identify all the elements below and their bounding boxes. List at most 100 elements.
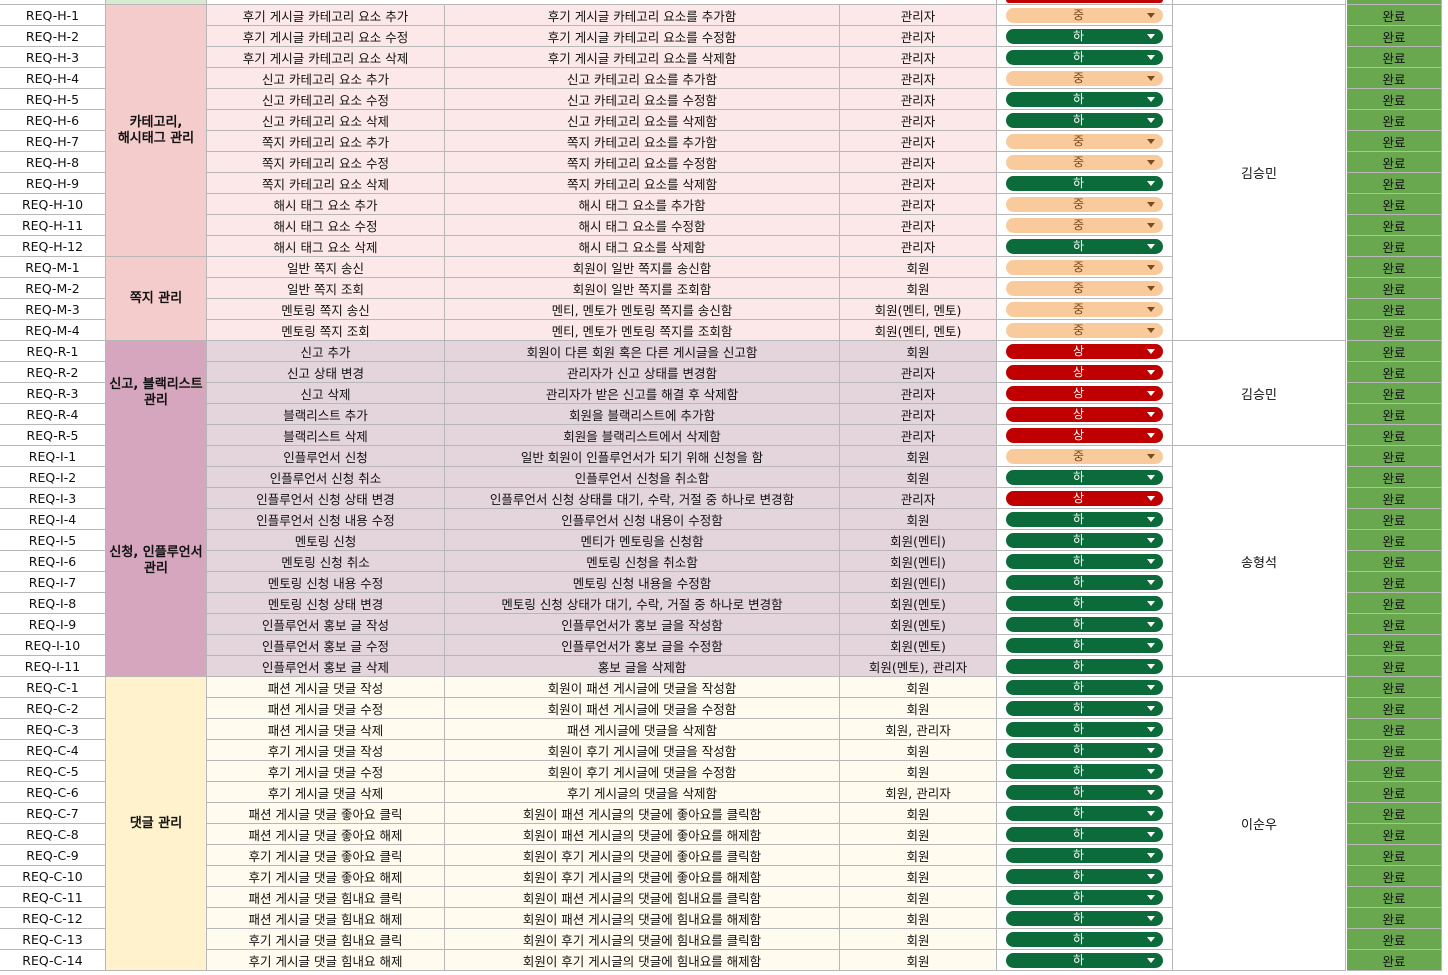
dropdown-arrow-icon[interactable]: [1147, 348, 1155, 354]
function-name-cell[interactable]: 후기 게시글 댓글 좋아요 해제: [207, 866, 445, 887]
dropdown-arrow-icon[interactable]: [1147, 96, 1155, 102]
function-name-cell[interactable]: 해시 태그 요소 수정: [207, 215, 445, 236]
description-cell[interactable]: 회원이 후기 게시글의 댓글에 좋아요를 클릭함: [445, 845, 840, 866]
function-name-cell[interactable]: 해시 태그 요소 추가: [207, 194, 445, 215]
status-cell[interactable]: 완료: [1347, 5, 1442, 26]
req-id-cell[interactable]: REQ-C-4: [0, 740, 106, 761]
req-id-cell[interactable]: REQ-R-4: [0, 404, 106, 425]
actor-cell[interactable]: 회원: [840, 257, 997, 278]
function-name-cell[interactable]: 멘토링 신청: [207, 530, 445, 551]
category-group-cell[interactable]: 쪽지 관리: [106, 257, 207, 341]
priority-dropdown[interactable]: 상: [1006, 364, 1163, 380]
priority-dropdown[interactable]: 상: [1006, 385, 1163, 401]
priority-cell[interactable]: 중: [997, 131, 1173, 152]
dropdown-arrow-icon[interactable]: [1147, 180, 1155, 186]
dropdown-arrow-icon[interactable]: [1147, 411, 1155, 417]
req-id-cell[interactable]: REQ-I-1: [0, 446, 106, 467]
function-name-cell[interactable]: 패션 게시글 댓글 좋아요 클릭: [207, 803, 445, 824]
status-cell[interactable]: 완료: [1347, 593, 1442, 614]
req-id-cell[interactable]: REQ-R-2: [0, 362, 106, 383]
req-id-cell[interactable]: REQ-R-3: [0, 383, 106, 404]
description-cell[interactable]: 해시 태그 요소를 수정함: [445, 215, 840, 236]
priority-dropdown[interactable]: 중: [1006, 196, 1163, 212]
actor-cell[interactable]: 관리자: [840, 110, 997, 131]
description-cell[interactable]: 회원이 다른 회원 혹은 다른 게시글을 신고함: [445, 341, 840, 362]
dropdown-arrow-icon[interactable]: [1147, 642, 1155, 648]
description-cell[interactable]: 쪽지 카테고리 요소를 추가함: [445, 131, 840, 152]
priority-dropdown[interactable]: 상: [1006, 490, 1163, 506]
function-name-cell[interactable]: 패션 게시글 댓글 작성: [207, 677, 445, 698]
description-cell[interactable]: 회원이 후기 게시글의 댓글에 힘내요를 클릭함: [445, 929, 840, 950]
priority-cell[interactable]: 하: [997, 824, 1173, 845]
actor-cell[interactable]: 회원: [840, 866, 997, 887]
priority-dropdown[interactable]: 중: [1006, 217, 1163, 233]
status-cell[interactable]: 완료: [1347, 761, 1442, 782]
priority-cell[interactable]: 하: [997, 236, 1173, 257]
status-cell[interactable]: 완료: [1347, 845, 1442, 866]
status-cell[interactable]: 완료: [1347, 425, 1442, 446]
status-cell[interactable]: 완료: [1347, 341, 1442, 362]
priority-cell[interactable]: 상: [997, 383, 1173, 404]
status-cell[interactable]: 완료: [1347, 635, 1442, 656]
status-cell[interactable]: 완료: [1347, 824, 1442, 845]
description-cell[interactable]: 회원이 후기 게시글에 댓글을 작성함: [445, 740, 840, 761]
priority-cell[interactable]: 하: [997, 635, 1173, 656]
description-cell[interactable]: 회원이 후기 게시글에 댓글을 수정함: [445, 761, 840, 782]
priority-cell[interactable]: 하: [997, 866, 1173, 887]
priority-cell[interactable]: 중: [997, 215, 1173, 236]
function-name-cell[interactable]: 블랙리스트 삭제: [207, 425, 445, 446]
actor-cell[interactable]: 회원(멘토), 관리자: [840, 656, 997, 677]
description-cell[interactable]: 인플루언서가 홍보 글을 작성함: [445, 614, 840, 635]
priority-cell[interactable]: 하: [997, 110, 1173, 131]
actor-cell[interactable]: 회원: [840, 929, 997, 950]
priority-dropdown[interactable]: 하: [1006, 637, 1163, 653]
dropdown-arrow-icon[interactable]: [1147, 894, 1155, 900]
actor-cell[interactable]: 회원: [840, 761, 997, 782]
req-id-cell[interactable]: REQ-C-9: [0, 845, 106, 866]
priority-cell[interactable]: 하: [997, 950, 1173, 971]
priority-dropdown[interactable]: 하: [1006, 847, 1163, 863]
description-cell[interactable]: 인플루언서가 홍보 글을 수정함: [445, 635, 840, 656]
req-id-cell[interactable]: REQ-H-6: [0, 110, 106, 131]
actor-cell[interactable]: 회원: [840, 887, 997, 908]
priority-cell[interactable]: 하: [997, 740, 1173, 761]
actor-cell[interactable]: 관리자: [840, 173, 997, 194]
status-cell[interactable]: 완료: [1347, 488, 1442, 509]
req-id-cell[interactable]: REQ-C-13: [0, 929, 106, 950]
priority-dropdown[interactable]: 하: [1006, 553, 1163, 569]
priority-dropdown[interactable]: 하: [1006, 868, 1163, 884]
function-name-cell[interactable]: 쪽지 카테고리 요소 삭제: [207, 173, 445, 194]
priority-dropdown[interactable]: 상: [1006, 427, 1163, 443]
priority-dropdown[interactable]: 하: [1006, 805, 1163, 821]
priority-cell[interactable]: 중: [997, 320, 1173, 341]
priority-dropdown[interactable]: 하: [1006, 721, 1163, 737]
actor-cell[interactable]: 관리자: [840, 152, 997, 173]
dropdown-arrow-icon[interactable]: [1147, 957, 1155, 963]
status-cell[interactable]: 완료: [1347, 530, 1442, 551]
dropdown-arrow-icon[interactable]: [1147, 12, 1155, 18]
function-name-cell[interactable]: 인플루언서 홍보 글 작성: [207, 614, 445, 635]
priority-cell[interactable]: 상: [997, 404, 1173, 425]
description-cell[interactable]: 쪽지 카테고리 요소를 수정함: [445, 152, 840, 173]
req-id-cell[interactable]: REQ-H-5: [0, 89, 106, 110]
actor-cell[interactable]: 회원: [840, 278, 997, 299]
description-cell[interactable]: 해시 태그 요소를 추가함: [445, 194, 840, 215]
priority-cell[interactable]: 하: [997, 845, 1173, 866]
priority-cell[interactable]: 중: [997, 5, 1173, 26]
priority-dropdown[interactable]: 상: [1006, 406, 1163, 422]
function-name-cell[interactable]: 후기 게시글 카테고리 요소 추가: [207, 5, 445, 26]
actor-cell[interactable]: 회원, 관리자: [840, 782, 997, 803]
priority-cell[interactable]: 하: [997, 551, 1173, 572]
description-cell[interactable]: 홍보 글을 삭제함: [445, 656, 840, 677]
function-name-cell[interactable]: 인플루언서 신청 내용 수정: [207, 509, 445, 530]
actor-cell[interactable]: 회원(멘토): [840, 635, 997, 656]
description-cell[interactable]: 회원을 블랙리스트에 추가함: [445, 404, 840, 425]
actor-cell[interactable]: 관리자: [840, 47, 997, 68]
actor-cell[interactable]: 회원(멘토): [840, 593, 997, 614]
actor-cell[interactable]: 회원(멘티, 멘토): [840, 320, 997, 341]
priority-dropdown[interactable]: 하: [1006, 784, 1163, 800]
req-id-cell[interactable]: REQ-C-5: [0, 761, 106, 782]
priority-cell[interactable]: 하: [997, 698, 1173, 719]
status-cell[interactable]: 완료: [1347, 26, 1442, 47]
dropdown-arrow-icon[interactable]: [1147, 789, 1155, 795]
